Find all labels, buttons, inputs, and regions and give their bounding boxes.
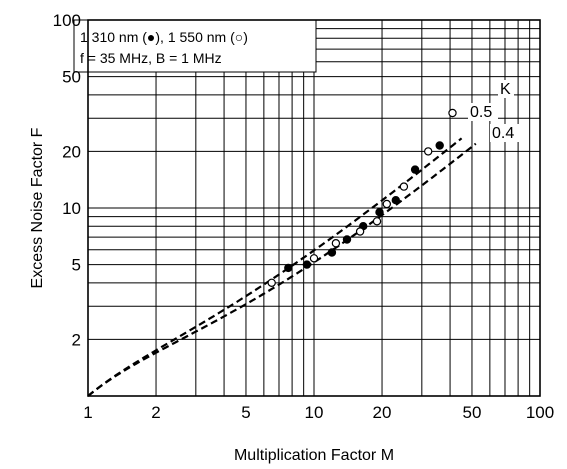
k-label-bg bbox=[498, 80, 514, 98]
legend-line-wavelengths: 1 310 nm (●), 1 550 nm (○) bbox=[80, 29, 248, 45]
data-point-1550nm bbox=[331, 238, 341, 248]
y-tick-label: 2 bbox=[72, 330, 81, 349]
data-point-1550nm bbox=[448, 108, 457, 118]
data-point-1310nm bbox=[410, 165, 420, 174]
data-point-1550nm bbox=[309, 254, 319, 263]
curve-label-bg bbox=[468, 103, 498, 121]
data-point-1310nm bbox=[435, 141, 444, 150]
curve-label-k-0.5: 0.5 bbox=[470, 104, 492, 121]
curve-k-0.5 bbox=[87, 137, 463, 397]
y-tick-label: 50 bbox=[62, 68, 81, 87]
legend-line-conditions: f = 35 MHz, B = 1 MHz bbox=[80, 50, 222, 66]
data-point-1310nm bbox=[302, 260, 312, 269]
data-point-1310nm bbox=[342, 235, 352, 244]
y-tick-label: 20 bbox=[62, 142, 81, 161]
x-tick-label: 50 bbox=[463, 403, 482, 422]
x-tick-label: 5 bbox=[241, 403, 250, 422]
k-label: K bbox=[500, 81, 511, 98]
x-tick-label: 1 bbox=[83, 403, 92, 422]
plot-frame bbox=[87, 19, 541, 397]
data-point-1310nm bbox=[327, 248, 337, 257]
data-point-1550nm bbox=[372, 217, 382, 226]
x-tick-label: 20 bbox=[373, 403, 392, 422]
data-point-1550nm bbox=[382, 199, 391, 209]
curve-label-k-0.4: 0.4 bbox=[492, 125, 514, 142]
curve-k-0.4 bbox=[87, 142, 477, 397]
data-point-1310nm bbox=[284, 263, 293, 273]
x-tick-label: 10 bbox=[305, 403, 324, 422]
x-tick-label: 2 bbox=[151, 403, 160, 422]
y-tick-label: 5 bbox=[72, 256, 81, 275]
x-tick-label: 100 bbox=[526, 403, 554, 422]
curve-labels: K 0.50.4 bbox=[468, 80, 520, 142]
y-tick-label: 100 bbox=[53, 11, 81, 30]
curve-label-bg bbox=[490, 124, 520, 142]
data-point-1310nm bbox=[375, 207, 384, 217]
theory-curves bbox=[87, 137, 477, 397]
data-point-1310nm bbox=[391, 195, 400, 205]
legend: 1 310 nm (●), 1 550 nm (○) f = 35 MHz, B… bbox=[73, 19, 317, 73]
grid-lines bbox=[88, 20, 540, 396]
y-tick-label: 10 bbox=[62, 199, 81, 218]
data-point-1550nm bbox=[355, 227, 365, 236]
data-points bbox=[267, 108, 457, 287]
y-axis-title: Excess Noise Factor F bbox=[29, 127, 46, 288]
x-axis-title: Multiplication Factor M bbox=[234, 447, 394, 464]
data-point-1550nm bbox=[267, 278, 276, 287]
data-point-1550nm bbox=[424, 147, 433, 156]
tick-labels: 1 2 5 10 20 50 100 2 5 10 20 50 100 bbox=[53, 11, 555, 422]
data-point-1550nm bbox=[399, 182, 409, 191]
